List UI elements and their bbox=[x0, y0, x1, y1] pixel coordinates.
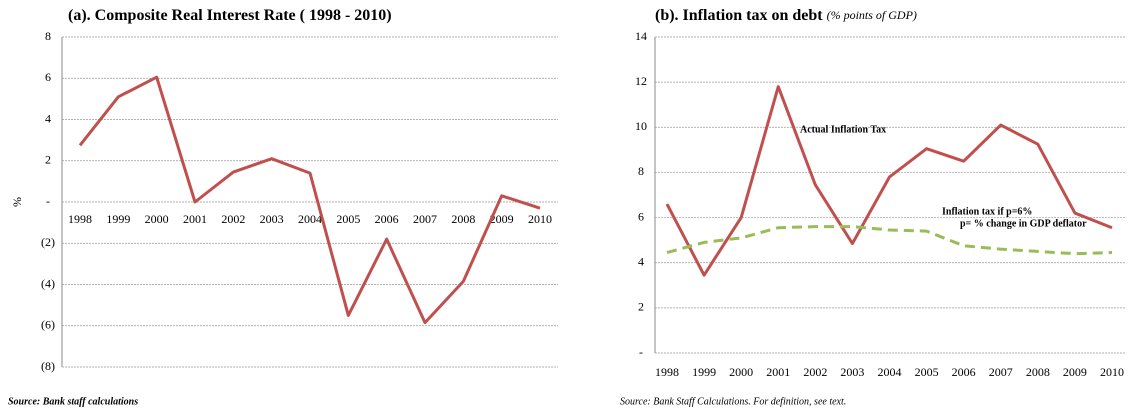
x-tick-label: 2003 bbox=[260, 212, 284, 226]
y-tick-label: 2 bbox=[45, 153, 51, 167]
x-tick-label: 2001 bbox=[766, 365, 790, 379]
x-tick-label: 2009 bbox=[490, 212, 514, 226]
x-tick-label: 2005 bbox=[915, 365, 939, 379]
x-tick-label: 2006 bbox=[375, 212, 399, 226]
subtitle: (% points of GDP) bbox=[827, 8, 917, 22]
x-tick-label: 2000 bbox=[145, 212, 169, 226]
x-tick-label: 2004 bbox=[878, 365, 902, 379]
y-tick-label: 14 bbox=[635, 29, 647, 43]
x-tick-label: 1999 bbox=[692, 365, 716, 379]
y-tick-label: (2) bbox=[41, 235, 55, 249]
x-tick-label: 1998 bbox=[68, 212, 92, 226]
y-tick-label: 2 bbox=[638, 300, 644, 314]
x-tick-label: 2006 bbox=[952, 365, 976, 379]
x-tick-label: 2001 bbox=[183, 212, 207, 226]
x-tick-label: 2004 bbox=[298, 212, 322, 226]
y-tick-label: (4) bbox=[41, 276, 55, 290]
y-tick-label: 10 bbox=[635, 119, 647, 133]
x-tick-label: 2008 bbox=[1026, 365, 1050, 379]
y-tick-label: - bbox=[46, 194, 50, 208]
y-tick-label: 6 bbox=[45, 70, 51, 84]
x-tick-label: 1999 bbox=[106, 212, 130, 226]
chart-title: (a). Composite Real Interest Rate ( 1998… bbox=[68, 7, 392, 24]
x-tick-label: 2000 bbox=[729, 365, 753, 379]
source-note: Source: Bank Staff Calculations. For def… bbox=[620, 396, 846, 407]
x-tick-label: 2009 bbox=[1063, 365, 1087, 379]
x-tick-label: 2007 bbox=[413, 212, 437, 226]
series-line bbox=[665, 85, 1113, 277]
annotation: Actual Inflation Tax bbox=[800, 124, 886, 135]
x-tick-label: 2002 bbox=[221, 212, 245, 226]
x-tick-label: 2005 bbox=[336, 212, 360, 226]
y-tick-label: 8 bbox=[45, 29, 51, 43]
annotation: p= % change in GDP deflator bbox=[960, 218, 1087, 229]
y-tick-label: 4 bbox=[638, 254, 644, 268]
y-axis-label: % bbox=[10, 197, 24, 207]
y-tick-label: (6) bbox=[41, 318, 55, 332]
y-tick-label: 12 bbox=[635, 74, 647, 88]
y-tick-label: (8) bbox=[41, 359, 55, 373]
y-tick-label: 4 bbox=[45, 111, 51, 125]
chart-title: (b). Inflation tax on debt (% points of … bbox=[655, 7, 917, 24]
y-tick-label: - bbox=[639, 345, 643, 359]
annotation: Inflation tax if p=6% bbox=[942, 206, 1032, 217]
title-text: (a). Composite Real Interest Rate ( 1998… bbox=[68, 7, 392, 24]
series-line bbox=[78, 75, 541, 325]
y-tick-label: 8 bbox=[638, 164, 644, 178]
y-tick-label: 6 bbox=[638, 209, 644, 223]
title-text: (b). Inflation tax on debt bbox=[655, 7, 823, 24]
x-tick-label: 2010 bbox=[528, 212, 552, 226]
x-tick-label: 1998 bbox=[655, 365, 679, 379]
x-tick-label: 2007 bbox=[989, 365, 1013, 379]
x-tick-label: 2010 bbox=[1100, 365, 1124, 379]
x-tick-label: 2002 bbox=[803, 365, 827, 379]
x-tick-label: 2008 bbox=[451, 212, 475, 226]
series-line bbox=[666, 225, 1113, 256]
x-tick-label: 2003 bbox=[840, 365, 864, 379]
source-note: Source: Bank staff calculations bbox=[8, 396, 138, 407]
